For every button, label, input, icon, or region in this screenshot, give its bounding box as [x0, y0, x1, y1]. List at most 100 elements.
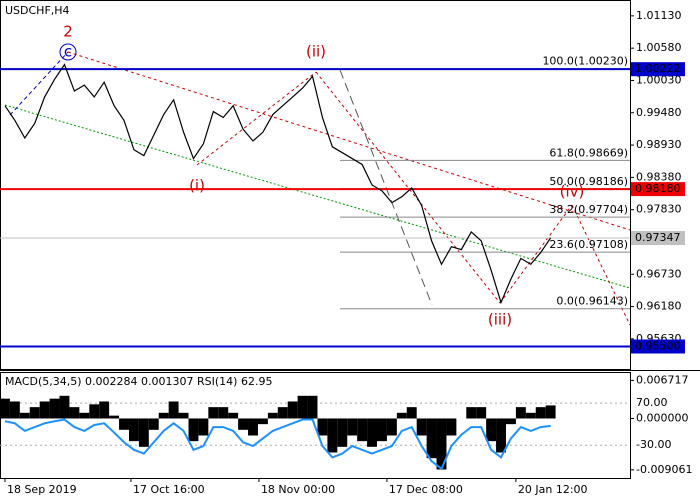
level-box — [631, 339, 685, 354]
wave-label: (iii) — [488, 311, 512, 329]
histogram-bar — [9, 401, 20, 419]
y-tick-label: -0.009061 — [636, 463, 692, 476]
y-tick-label: 0.98380 — [636, 170, 682, 183]
y-tick-label: 0.99480 — [636, 106, 682, 119]
y-tick-label: 0.96180 — [636, 300, 682, 313]
histogram-bar — [277, 407, 288, 419]
trend-line — [315, 71, 501, 304]
histogram-bar — [69, 407, 80, 419]
level-label: 0.97347 — [635, 231, 681, 244]
histogram-bar — [158, 412, 169, 419]
chart-title: USDCHF,H4 — [5, 4, 70, 17]
main-frame — [0, 0, 631, 370]
wave-label: (iv) — [560, 183, 585, 201]
histogram-bar — [228, 412, 239, 419]
histogram-bar — [327, 418, 338, 453]
trend-line — [67, 51, 631, 231]
indicator-frame — [0, 372, 631, 479]
histogram-bar — [188, 418, 199, 442]
wave-label: 2 — [63, 23, 73, 41]
y-tick-label: 1.00030 — [636, 73, 682, 86]
histogram-bar — [59, 395, 70, 419]
histogram-bar — [119, 418, 129, 430]
histogram-bar — [515, 407, 526, 419]
fib-label: 23.6(0.97108) — [549, 238, 628, 251]
histogram-bar — [297, 395, 308, 419]
histogram-bar — [49, 398, 60, 419]
histogram-bar — [287, 401, 298, 419]
level-box — [631, 231, 685, 246]
indicator-title: MACD(5,34,5) 0.002284 0.001307 RSI(14) 6… — [5, 375, 272, 388]
x-tick-label: 17 Dec 08:00 — [389, 483, 463, 496]
histogram-bar — [357, 418, 368, 442]
trend-lines — [4, 43, 631, 326]
fib-label: 38.2(0.97704) — [549, 203, 628, 216]
histogram-bar — [486, 418, 497, 442]
histogram-bar — [168, 401, 179, 419]
histogram-bar — [535, 407, 546, 419]
histogram-bar — [99, 401, 110, 419]
histogram-bar — [257, 418, 268, 425]
histogram-bar — [377, 418, 387, 442]
y-tick-label: 0.98930 — [636, 138, 682, 151]
histogram-bar — [466, 407, 477, 419]
y2-tick-label: 70.00 — [636, 396, 668, 409]
y-tick-label: 1.00580 — [636, 41, 682, 54]
histogram-bar — [198, 418, 209, 436]
histogram-bar — [367, 418, 378, 447]
trend-line — [339, 69, 433, 306]
histogram-bar — [436, 418, 447, 470]
trend-line — [196, 71, 317, 166]
histogram-bar — [248, 418, 258, 436]
histogram-bar — [218, 407, 229, 419]
histogram-bar — [386, 418, 397, 436]
histogram-bar — [89, 404, 100, 419]
fib-label: 0.0(0.96143) — [556, 295, 628, 308]
y-tick-label: 1.01130 — [636, 9, 682, 22]
trend-line — [4, 104, 631, 289]
histogram-bar — [109, 415, 120, 419]
histogram-bar — [545, 405, 556, 419]
rsi-line — [4, 418, 551, 471]
wave-label: (i) — [189, 177, 205, 195]
x-tick-label: 20 Jan 12:00 — [518, 483, 588, 496]
y-tick-label: 0.96730 — [636, 267, 682, 280]
histogram-bar — [19, 412, 30, 419]
histogram-bar — [238, 418, 249, 430]
wave-label: (ii) — [306, 43, 326, 61]
price-line — [4, 63, 552, 305]
histogram-bar — [337, 418, 348, 447]
trend-line — [9, 51, 69, 116]
histogram-bar — [208, 407, 219, 419]
level-label: 0.98180 — [635, 182, 681, 195]
y-tick-label: 0.97830 — [636, 203, 682, 216]
trend-line — [571, 204, 631, 326]
level-box — [631, 62, 685, 77]
wave-label: c — [64, 43, 72, 61]
histogram-bar — [525, 412, 536, 419]
x-tick-label: 18 Sep 2019 — [7, 483, 77, 496]
wave-circle — [59, 43, 77, 61]
histogram-bar — [307, 395, 318, 419]
x-tick-label: 18 Nov 00:00 — [261, 483, 335, 496]
histogram-bar — [496, 418, 506, 453]
histogram-bar — [148, 418, 159, 430]
level-label: 1.00222 — [635, 62, 681, 75]
x-tick-label: 17 Oct 16:00 — [133, 483, 205, 496]
histogram-bar — [317, 418, 328, 436]
level-box — [631, 182, 685, 197]
histogram-bar — [505, 418, 516, 425]
histogram-bar — [138, 418, 149, 447]
level-label: 0.95500 — [635, 340, 681, 353]
histogram-bar — [416, 418, 427, 436]
histogram-bar — [128, 418, 139, 442]
y-tick-label: 0.000000 — [636, 411, 689, 424]
fib-label: 50.0(0.98186) — [549, 175, 628, 188]
histogram-bar — [0, 398, 10, 419]
histogram-bar — [39, 401, 50, 419]
histogram-bar — [396, 412, 407, 419]
histogram-bar — [476, 407, 487, 419]
histogram-bar — [178, 412, 189, 419]
histogram-bar — [29, 407, 40, 419]
